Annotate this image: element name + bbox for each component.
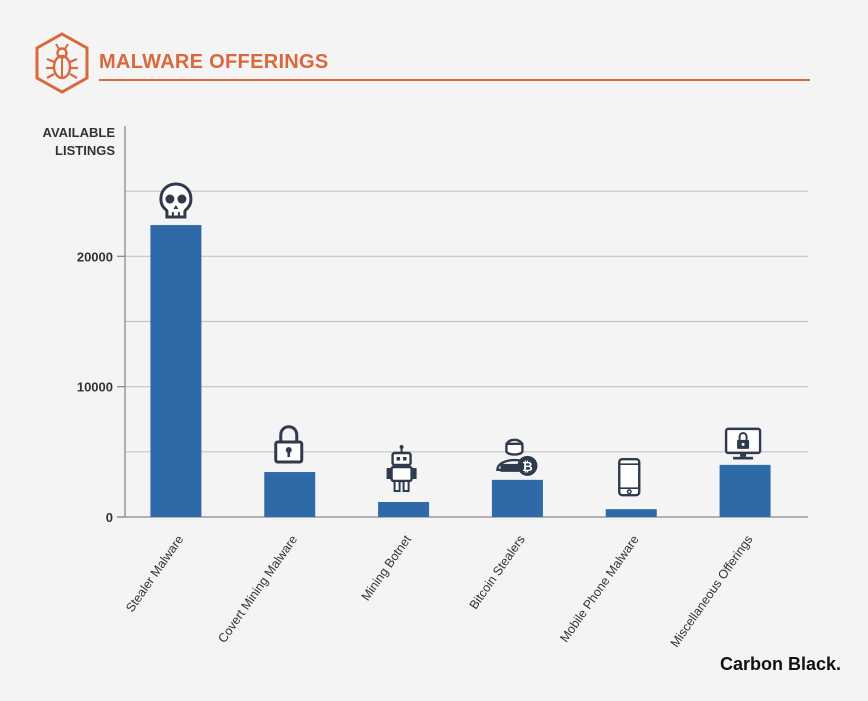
y-tick-label-0: 0 [106, 510, 113, 525]
bar-5 [719, 464, 771, 517]
x-tick-label-4: Mobile Phone Malware [557, 533, 641, 645]
x-tick-label-5: Miscellaneous Offerings [668, 533, 756, 650]
bar-0 [150, 225, 202, 517]
y-axis-label-line-2: LISTINGS [55, 143, 115, 158]
x-tick-label-0: Stealer Malware [123, 533, 186, 615]
robot-icon [386, 445, 417, 493]
chart-title: MALWARE OFFERINGS [99, 51, 329, 73]
x-tick-label-1: Covert Mining Malware [215, 533, 300, 646]
bug-hexagon-icon [35, 32, 89, 94]
bar-3 [491, 479, 543, 517]
x-tick-label-2: Mining Botnet [359, 532, 415, 603]
x-tick-label-3: Bitcoin Stealers [467, 533, 528, 612]
y-axis-label-line-1: AVAILABLE [42, 125, 115, 140]
bar-2 [378, 502, 430, 517]
bar-4 [605, 509, 657, 517]
y-tick-label-1: 10000 [77, 380, 113, 395]
y-axis-label: AVAILABLE LISTINGS [0, 124, 115, 160]
brand-logo-text: Carbon Black. [719, 654, 841, 674]
svg-text:₿: ₿ [522, 460, 533, 475]
monitor-lock-icon [724, 427, 762, 460]
smartphone-icon [618, 457, 641, 497]
hacker-bitcoin-icon: ₿ [496, 438, 538, 476]
padlock-icon [274, 425, 304, 464]
title-divider [99, 79, 810, 81]
y-tick-label-2: 20000 [77, 249, 113, 264]
skull-icon [159, 182, 193, 219]
bar-1 [264, 472, 316, 517]
